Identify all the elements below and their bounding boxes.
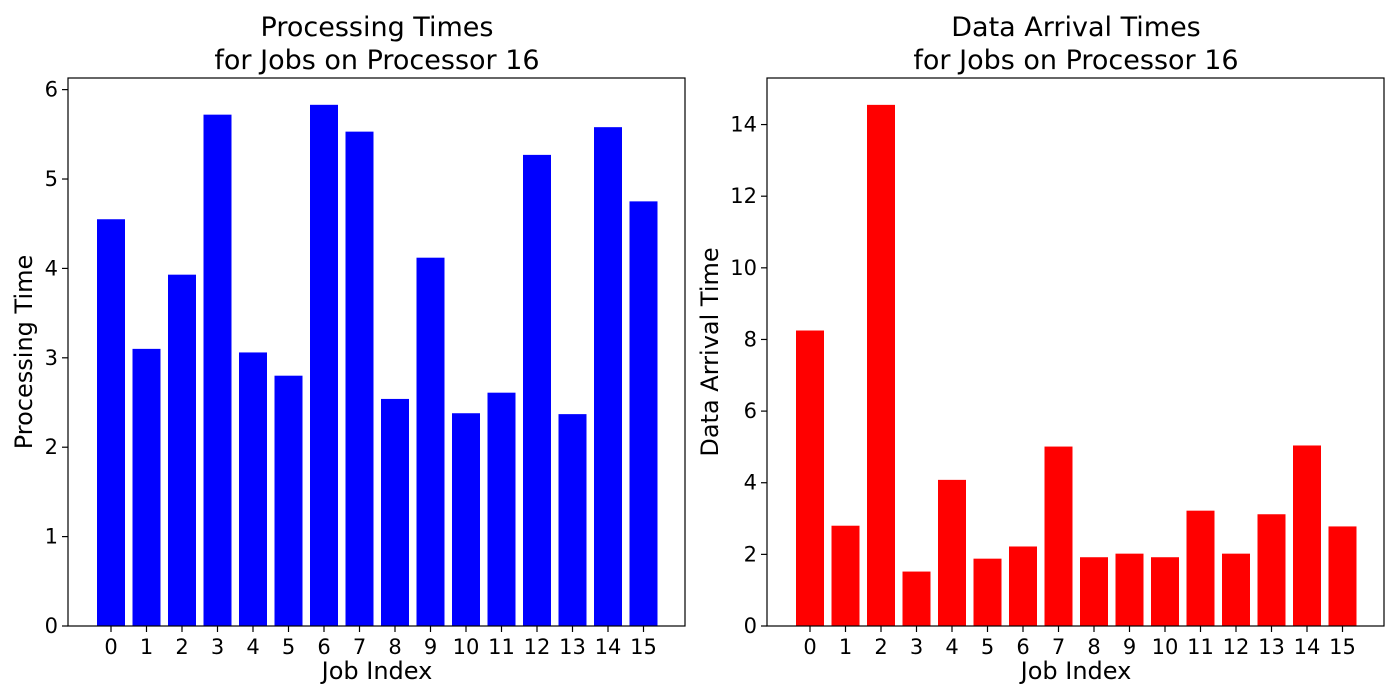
bar-0 (97, 219, 125, 626)
y-tick-label: 2 (744, 542, 757, 566)
x-tick-label: 15 (1329, 635, 1356, 659)
y-tick-label: 1 (45, 525, 58, 549)
y-tick-label: 10 (730, 256, 757, 280)
bar-10 (452, 413, 480, 626)
bar-7 (345, 131, 374, 626)
x-axis-ticks: 0 1 2 3 4 5 6 7 8 9 10 11 12 13 14 15 (104, 626, 657, 659)
x-tick-label: 2 (874, 635, 887, 659)
x-tick-label: 10 (1152, 635, 1179, 659)
x-tick-label: 9 (1123, 635, 1136, 659)
bar-12 (1222, 553, 1250, 626)
bar-5 (973, 558, 1002, 626)
x-tick-label: 0 (104, 635, 117, 659)
x-tick-label: 3 (211, 635, 224, 659)
x-tick-label: 11 (488, 635, 515, 659)
bar-11 (487, 392, 516, 626)
bar-8 (381, 398, 409, 626)
bar-2 (168, 274, 196, 626)
x-axis-label: Job Index (1019, 657, 1132, 685)
bar-15 (629, 201, 658, 626)
y-tick-label: 6 (45, 78, 58, 102)
y-tick-label: 6 (744, 399, 757, 423)
x-tick-label: 8 (1087, 635, 1100, 659)
bar-8 (1080, 557, 1108, 626)
y-tick-label: 3 (45, 346, 58, 370)
x-tick-label: 1 (140, 635, 153, 659)
x-tick-label: 7 (1052, 635, 1065, 659)
x-tick-label: 11 (1187, 635, 1214, 659)
bar-9 (416, 257, 445, 626)
x-tick-label: 3 (910, 635, 923, 659)
y-axis-label: Data Arrival Time (696, 247, 724, 456)
x-tick-label: 13 (559, 635, 586, 659)
y-tick-label: 8 (744, 327, 757, 351)
x-tick-label: 12 (524, 635, 551, 659)
x-tick-label: 15 (630, 635, 657, 659)
x-tick-label: 10 (453, 635, 480, 659)
bar-3 (902, 571, 931, 626)
y-axis-ticks: 0 2 4 6 8 10 12 14 (730, 113, 767, 638)
bar-1 (831, 525, 860, 626)
bar-2 (867, 104, 895, 627)
bar-13 (1257, 514, 1286, 626)
bar-10 (1151, 557, 1179, 626)
plot-frame (67, 77, 686, 627)
bar-0 (796, 330, 824, 626)
bar-14 (594, 127, 622, 626)
x-tick-label: 2 (175, 635, 188, 659)
x-tick-label: 5 (282, 635, 295, 659)
bar-5 (274, 375, 303, 626)
x-tick-label: 12 (1223, 635, 1250, 659)
bar-13 (558, 414, 587, 626)
x-tick-label: 13 (1258, 635, 1285, 659)
bar-11 (1186, 510, 1215, 626)
data-arrival-times-chart: Data Arrival Times for Jobs on Processor… (696, 12, 1385, 685)
chart-title-line-1: Data Arrival Times (951, 12, 1201, 43)
y-tick-label: 5 (45, 167, 58, 191)
x-tick-label: 4 (246, 635, 259, 659)
y-tick-label: 4 (45, 256, 58, 280)
y-tick-label: 0 (45, 614, 58, 638)
x-tick-label: 7 (353, 635, 366, 659)
y-axis-label: Processing Time (10, 255, 38, 450)
plot-frame (766, 77, 1385, 627)
bar-1 (132, 348, 161, 626)
x-tick-label: 6 (1016, 635, 1029, 659)
bar-14 (1293, 445, 1321, 626)
x-tick-label: 4 (945, 635, 958, 659)
bar-3 (203, 114, 232, 626)
chart-title-line-2: for Jobs on Processor 16 (214, 45, 539, 76)
x-axis-ticks: 0 1 2 3 4 5 6 7 8 9 10 11 12 13 14 15 (803, 626, 1356, 659)
bar-group (796, 104, 1357, 627)
bar-4 (239, 352, 267, 626)
bar-6 (310, 104, 338, 627)
x-axis-label: Job Index (320, 657, 433, 685)
bar-6 (1009, 546, 1037, 626)
x-tick-label: 9 (424, 635, 437, 659)
y-tick-label: 12 (730, 184, 757, 208)
y-tick-label: 0 (744, 614, 757, 638)
x-tick-label: 0 (803, 635, 816, 659)
bar-12 (523, 154, 551, 626)
x-tick-label: 14 (1294, 635, 1321, 659)
x-tick-label: 5 (981, 635, 994, 659)
y-tick-label: 4 (744, 471, 757, 495)
y-axis-ticks: 0 1 2 3 4 5 6 (45, 78, 68, 638)
y-tick-label: 14 (730, 113, 757, 137)
y-tick-label: 2 (45, 435, 58, 459)
bar-4 (938, 479, 966, 626)
chart-title-line-2: for Jobs on Processor 16 (913, 45, 1238, 76)
bar-group (97, 104, 658, 627)
x-tick-label: 8 (388, 635, 401, 659)
chart-title-line-1: Processing Times (261, 12, 494, 43)
bar-15 (1328, 526, 1357, 626)
x-tick-label: 14 (595, 635, 622, 659)
bar-9 (1115, 553, 1144, 626)
x-tick-label: 1 (839, 635, 852, 659)
x-tick-label: 6 (317, 635, 330, 659)
bar-7 (1044, 446, 1073, 626)
processing-times-chart: Processing Times for Jobs on Processor 1… (10, 12, 686, 685)
